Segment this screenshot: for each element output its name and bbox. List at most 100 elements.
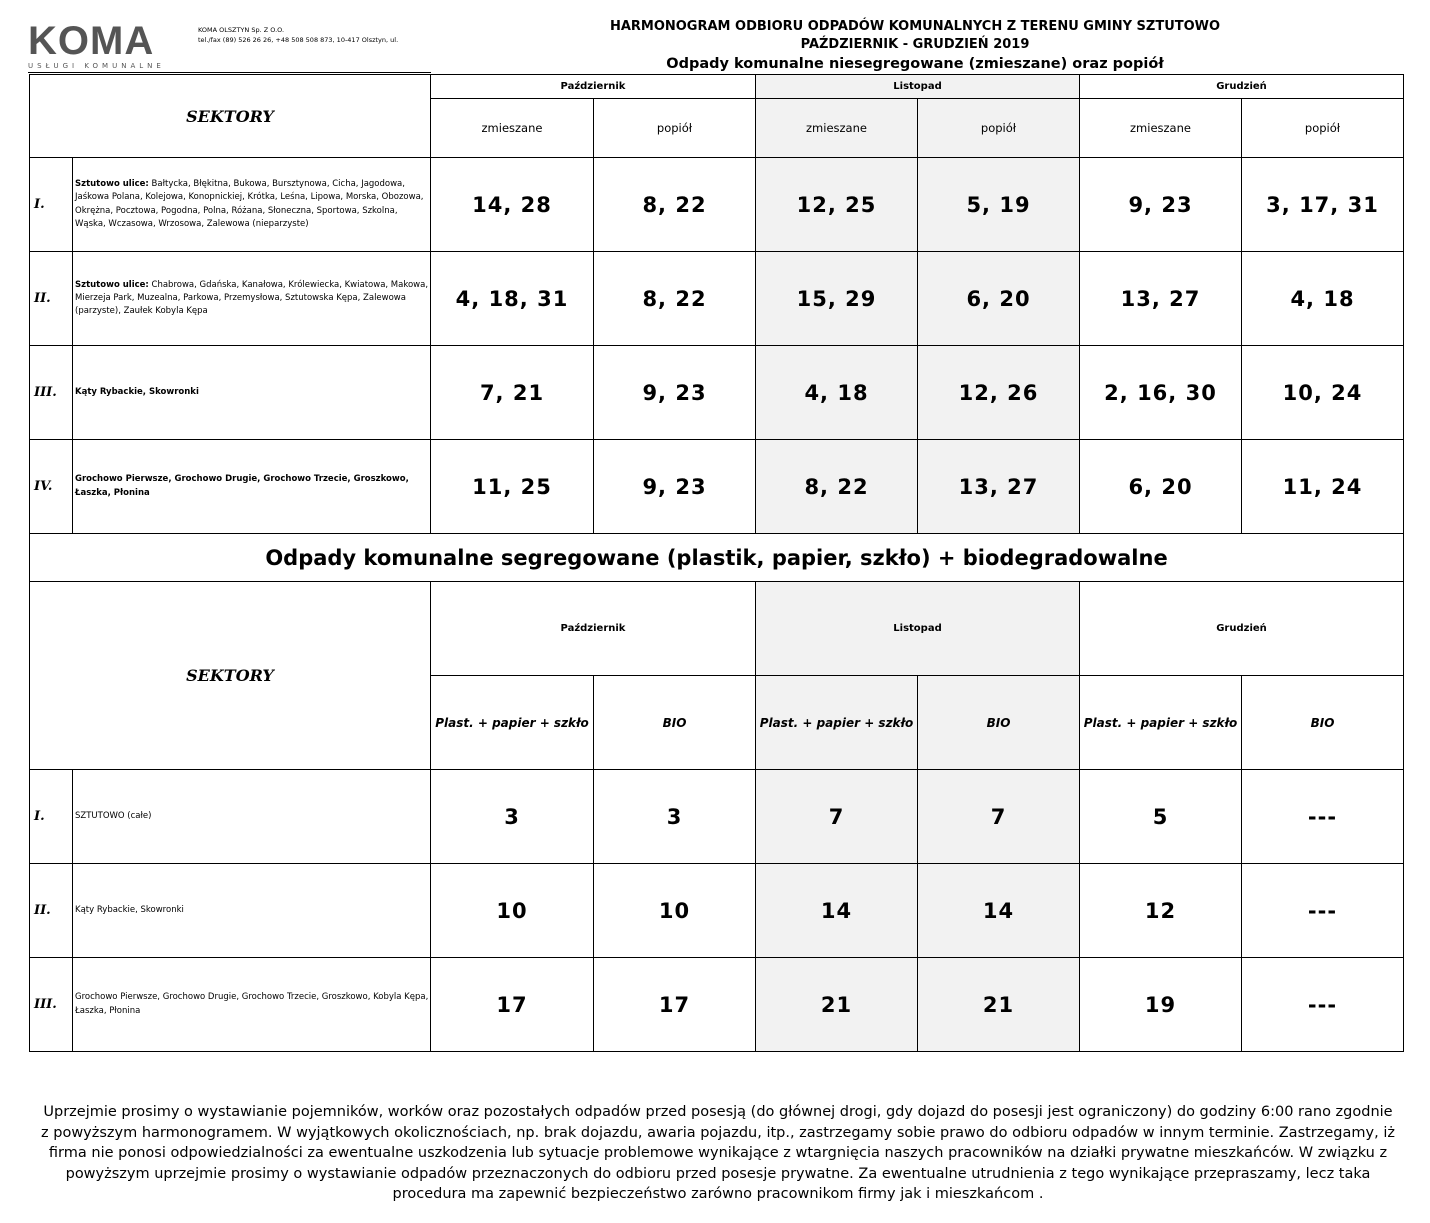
street-list: Grochowo Pierwsze, Grochowo Drugie, Groc… <box>75 992 429 1016</box>
table-row: III. Grochowo Pierwsze, Grochowo Drugie, … <box>29 957 1404 1052</box>
collection-dates: 6, 20 <box>1079 439 1242 534</box>
month-november: Listopad <box>755 581 1080 676</box>
footer-note: Uprzejmie prosimy o wystawianie pojemnik… <box>41 1104 1395 1202</box>
street-list: Kąty Rybackie, Skowronki <box>75 904 184 915</box>
collection-dates: 15, 29 <box>755 251 918 346</box>
sector-streets: Sztutowo ulice: Bałtycka, Błękitna, Buko… <box>72 157 431 252</box>
month-october: Październik <box>430 581 756 676</box>
table-row: IV. Grochowo Pierwsze, Grochowo Drugie, G… <box>29 439 1404 534</box>
collection-dates: 12 <box>1079 863 1242 958</box>
collection-dates: 12, 26 <box>917 345 1080 440</box>
collection-dates: 13, 27 <box>917 439 1080 534</box>
type-header: zmieszane <box>755 98 918 158</box>
sektory-header: SEKTORY <box>29 581 431 770</box>
collection-dates: 9, 23 <box>593 345 756 440</box>
company-info: KOMA OLSZTYN Sp. Z O.O. tel./fax (89) 52… <box>198 25 398 45</box>
company-name: KOMA OLSZTYN Sp. Z O.O. <box>198 26 285 34</box>
type-header: popiół <box>1241 98 1404 158</box>
collection-dates: 8, 22 <box>593 157 756 252</box>
collection-dates: --- <box>1241 769 1404 864</box>
collection-dates: --- <box>1241 957 1404 1052</box>
street-list: Bałtycka, Błękitna, Bukowa, Bursztynowa,… <box>75 178 424 229</box>
collection-dates: 14, 28 <box>430 157 594 252</box>
section1-title: Odpady komunalne niesegregowane (zmiesza… <box>666 56 1164 72</box>
collection-dates: --- <box>1241 863 1404 958</box>
document-title: HARMONOGRAM ODBIORU ODPADÓW KOMUNALNYCH … <box>609 19 1221 34</box>
month-november: Listopad <box>755 74 1080 99</box>
type-header: BIO <box>593 675 756 770</box>
sector-streets: Sztutowo ulice: Chabrowa, Gdańska, Kanał… <box>72 251 431 346</box>
header-titles: HARMONOGRAM ODBIORU ODPADÓW KOMUNALNYCH … <box>430 18 1400 74</box>
koma-logo: KOMA USŁUGI KOMUNALNE <box>28 19 183 70</box>
collection-dates: 4, 18 <box>1241 251 1404 346</box>
type-header: BIO <box>1241 675 1404 770</box>
collection-dates: 8, 22 <box>755 439 918 534</box>
sector-label: Sztutowo ulice: <box>75 279 149 290</box>
collection-dates: 5, 19 <box>917 157 1080 252</box>
type-header: zmieszane <box>1079 98 1242 158</box>
sector-number: IV. <box>29 439 73 534</box>
collection-dates: 17 <box>430 957 594 1052</box>
collection-dates: 14 <box>755 863 918 958</box>
street-list: SZTUTOWO (całe) <box>75 810 152 821</box>
sector-streets: Grochowo Pierwsze, Grochowo Drugie, Groc… <box>72 439 431 534</box>
header-divider <box>28 72 431 73</box>
type-header: popiół <box>593 98 756 158</box>
collection-dates: 7 <box>755 769 918 864</box>
sector-number: III. <box>29 345 73 440</box>
collection-dates: 9, 23 <box>593 439 756 534</box>
sector-number: I. <box>29 769 73 864</box>
collection-dates: 3, 17, 31 <box>1241 157 1404 252</box>
collection-dates: 3 <box>593 769 756 864</box>
collection-dates: 21 <box>917 957 1080 1052</box>
collection-dates: 12, 25 <box>755 157 918 252</box>
company-contact: tel./fax (89) 526 26 26, +48 508 508 873… <box>198 36 399 44</box>
sector-number: III. <box>29 957 73 1052</box>
type-header: zmieszane <box>430 98 594 158</box>
type-header: Plast. + papier + szkło <box>1079 675 1242 770</box>
collection-dates: 3 <box>430 769 594 864</box>
collection-dates: 4, 18 <box>755 345 918 440</box>
collection-dates: 6, 20 <box>917 251 1080 346</box>
collection-dates: 11, 24 <box>1241 439 1404 534</box>
collection-dates: 7, 21 <box>430 345 594 440</box>
sector-number: II. <box>29 251 73 346</box>
type-header: Plast. + papier + szkło <box>755 675 918 770</box>
table-row: II. Kąty Rybackie, Skowronki 10 10 14 14 12 --- <box>29 863 1404 958</box>
collection-dates: 9, 23 <box>1079 157 1242 252</box>
month-october: Październik <box>430 74 756 99</box>
collection-dates: 4, 18, 31 <box>430 251 594 346</box>
collection-dates: 10 <box>430 863 594 958</box>
sector-label: Sztutowo ulice: <box>75 178 149 189</box>
logo-text: KOMA <box>28 19 155 63</box>
segregated-waste-table: Odpady komunalne segregowane (plastik, p… <box>29 533 1404 1052</box>
table-row: I. Sztutowo ulice: Bałtycka, Błękitna, Bu… <box>29 157 1404 252</box>
type-header: Plast. + papier + szkło <box>430 675 594 770</box>
sektory-header: SEKTORY <box>29 74 431 158</box>
mixed-waste-table: SEKTORY Październik Listopad Grudzień zm… <box>29 74 1404 534</box>
collection-dates: 2, 16, 30 <box>1079 345 1242 440</box>
collection-dates: 19 <box>1079 957 1242 1052</box>
sector-streets: Kąty Rybackie, Skowronki <box>72 863 431 958</box>
collection-dates: 5 <box>1079 769 1242 864</box>
sector-label: Grochowo Pierwsze, Grochowo Drugie, Groc… <box>75 474 409 498</box>
collection-dates: 8, 22 <box>593 251 756 346</box>
document-period: PAŹDZIERNIK - GRUDZIEŃ 2019 <box>800 37 1030 52</box>
table-row: II. Sztutowo ulice: Chabrowa, Gdańska, Ka… <box>29 251 1404 346</box>
type-header: popiół <box>917 98 1080 158</box>
collection-dates: 7 <box>917 769 1080 864</box>
sector-number: I. <box>29 157 73 252</box>
collection-dates: 21 <box>755 957 918 1052</box>
sector-streets: Grochowo Pierwsze, Grochowo Drugie, Groc… <box>72 957 431 1052</box>
collection-dates: 13, 27 <box>1079 251 1242 346</box>
collection-dates: 11, 25 <box>430 439 594 534</box>
sector-streets: Kąty Rybackie, Skowronki <box>72 345 431 440</box>
month-december: Grudzień <box>1079 581 1404 676</box>
section2-title: Odpady komunalne segregowane (plastik, p… <box>29 533 1404 582</box>
collection-dates: 10 <box>593 863 756 958</box>
month-december: Grudzień <box>1079 74 1404 99</box>
street-list: Chabrowa, Gdańska, Kanałowa, Królewiecka… <box>75 279 429 317</box>
type-header: BIO <box>917 675 1080 770</box>
table-row: I. SZTUTOWO (całe) 3 3 7 7 5 --- <box>29 769 1404 864</box>
